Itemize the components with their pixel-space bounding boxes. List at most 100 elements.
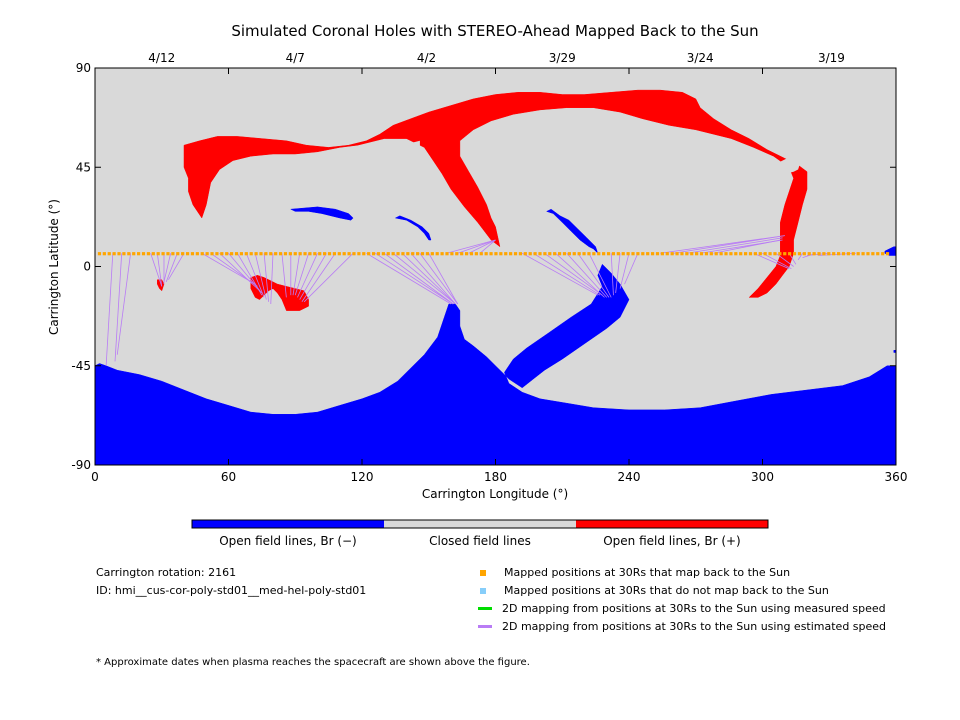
mapped-point-95 (562, 252, 567, 256)
legend-item-estimated-speed: 2D mapping from positions at 30Rs to the… (478, 620, 886, 633)
mapped-point-46 (323, 252, 327, 256)
mapped-point-33 (259, 252, 263, 256)
x-tick-label: 0 (91, 470, 99, 484)
y-tick-label: 45 (76, 160, 91, 174)
mapped-point-86 (518, 252, 523, 256)
mapped-point-82 (499, 252, 503, 256)
mapping-line-17 (270, 253, 274, 305)
mapping-line-1 (114, 253, 123, 362)
mapped-point-154 (851, 252, 855, 256)
mapped-point-134 (753, 252, 757, 256)
axis-ticks: 0 60 120 180 240 300 360 90 45 0 -45 -90 (71, 61, 907, 484)
mapped-point-105 (611, 252, 616, 256)
mapped-point-55 (367, 252, 371, 256)
mapped-point-56 (371, 252, 376, 256)
x-tick-label: 300 (751, 470, 774, 484)
mapped-point-42 (303, 252, 307, 256)
mapped-point-111 (641, 252, 645, 256)
model-id-text: ID: hmi__cus-cor-poly-std01__med-hel-pol… (96, 584, 367, 597)
mapped-point-7 (132, 252, 136, 256)
mapped-point-121 (690, 252, 694, 256)
mapped-point-40 (293, 252, 297, 256)
mapped-point-98 (577, 252, 581, 256)
mapping-line-41 (555, 252, 605, 298)
mapped-point-54 (362, 252, 366, 256)
negative-open-field-region-1 (289, 206, 354, 221)
legend-item-mapped: Mapped positions at 30Rs that map back t… (478, 566, 790, 579)
mapped-point-153 (846, 252, 850, 256)
mapping-line-14 (245, 253, 265, 298)
mapped-point-16 (176, 252, 180, 256)
mapped-point-91 (543, 252, 547, 256)
mapped-point-51 (347, 252, 351, 256)
mapped-point-149 (827, 252, 831, 256)
negative-open-field-region-5 (893, 350, 896, 353)
mapped-point-2 (107, 252, 111, 256)
mapped-point-8 (137, 252, 141, 256)
mapping-line-26 (366, 252, 452, 305)
mapped-point-97 (572, 252, 576, 256)
mapped-point-87 (523, 252, 527, 256)
mapped-point-47 (327, 252, 332, 256)
orange-square-icon (480, 569, 486, 576)
mapping-line-54 (753, 252, 790, 270)
mapped-point-24 (215, 252, 219, 256)
mapped-point-157 (866, 252, 870, 256)
mapping-line-24 (301, 253, 336, 303)
mapped-point-3 (112, 252, 116, 256)
mapped-point-30 (244, 252, 248, 256)
mapped-point-160 (881, 252, 885, 256)
mapped-point-137 (768, 252, 772, 256)
mapped-point-77 (474, 252, 478, 256)
mapping-line-42 (566, 252, 608, 298)
mapped-point-1 (102, 252, 106, 256)
legend-label: 2D mapping from positions at 30Rs to the… (502, 602, 886, 615)
mapped-point-74 (460, 252, 464, 256)
mapped-point-138 (773, 252, 777, 256)
date-tick-label: 4/2 (417, 51, 436, 65)
mapping-line-38 (522, 252, 599, 296)
mapped-point-129 (729, 252, 733, 256)
blue-square-icon (480, 587, 486, 594)
mapped-point-41 (298, 252, 302, 256)
mapped-point-23 (210, 252, 214, 256)
mapped-point-158 (871, 252, 875, 256)
purple-line-icon (478, 625, 492, 628)
mapped-point-139 (778, 252, 782, 256)
mapped-point-0 (97, 252, 102, 256)
mapped-point-38 (283, 252, 288, 256)
mapped-point-145 (807, 252, 811, 256)
mapped-point-48 (332, 252, 337, 256)
mapped-point-84 (509, 252, 513, 256)
mapping-line-28 (384, 252, 454, 305)
mapped-point-124 (704, 252, 709, 256)
mapping-line-15 (254, 253, 267, 300)
mapped-point-103 (602, 252, 606, 256)
mapped-point-17 (181, 252, 185, 256)
mapped-point-117 (670, 252, 674, 256)
negative-open-field-region-2 (394, 215, 432, 241)
mapping-lines (105, 235, 856, 366)
mapped-point-106 (616, 252, 620, 256)
mapping-line-53 (713, 239, 781, 254)
mapped-point-152 (841, 252, 846, 256)
mapped-point-118 (675, 252, 679, 256)
mapped-point-90 (538, 252, 542, 256)
y-axis-label: Carrington Latitude (°) (47, 199, 61, 335)
mapping-line-50 (673, 235, 785, 254)
mapped-point-115 (660, 252, 664, 256)
mapping-line-56 (775, 252, 794, 267)
mapped-point-144 (802, 252, 806, 256)
date-tick-label: 4/7 (286, 51, 305, 65)
mapping-line-40 (544, 252, 603, 296)
mapped-point-123 (699, 252, 704, 256)
mapping-line-35 (457, 239, 496, 254)
mapping-line-22 (297, 253, 318, 298)
mapping-line-16 (263, 253, 269, 302)
mapped-point-78 (479, 252, 483, 256)
mapped-point-146 (812, 252, 816, 256)
mapping-line-7 (165, 253, 178, 283)
mapped-point-50 (342, 252, 346, 256)
y-tick-label: 0 (83, 260, 91, 274)
closed-field-island-0 (390, 140, 420, 152)
